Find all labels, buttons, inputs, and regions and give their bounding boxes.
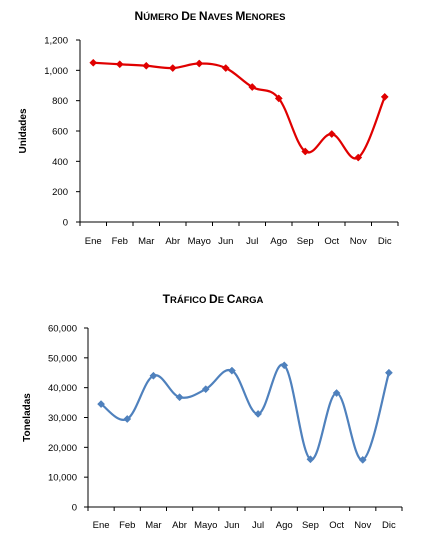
data-point-nov bbox=[354, 153, 363, 162]
y-axis-label: Unidades bbox=[18, 108, 29, 153]
y-tick-label: 20,000 bbox=[48, 443, 77, 454]
y-tick-label: 1,000 bbox=[44, 66, 68, 77]
data-point-feb bbox=[123, 415, 132, 423]
data-point-jul bbox=[254, 409, 263, 418]
data-point-feb bbox=[115, 60, 124, 69]
y-tick-label: 600 bbox=[52, 127, 68, 138]
data-point-ago bbox=[274, 94, 283, 103]
x-tick-label: Ago bbox=[276, 520, 293, 531]
chart-2: TRÁFICO DE CARGATráfico de Carga Tonelada… bbox=[22, 292, 403, 531]
data-point-sep bbox=[306, 455, 315, 464]
y-tick-label: 50,000 bbox=[48, 353, 77, 364]
y-axis-label: Toneladas bbox=[22, 393, 33, 442]
x-tick-label: Jun bbox=[218, 236, 233, 247]
x-tick-label: Abr bbox=[172, 520, 187, 531]
x-tick-label: Sep bbox=[302, 520, 319, 531]
y-tick-label: 400 bbox=[52, 157, 68, 168]
data-point-mar bbox=[142, 61, 151, 70]
x-tick-label: Mar bbox=[145, 520, 161, 531]
data-point-oct bbox=[327, 130, 336, 138]
x-tick-label: Ene bbox=[93, 520, 110, 531]
x-tick-label: Oct bbox=[329, 520, 344, 531]
y-tick-label: 40,000 bbox=[48, 383, 77, 394]
x-tick-label: Dic bbox=[382, 520, 396, 531]
data-point-mayo bbox=[201, 385, 210, 394]
x-tick-label: Jun bbox=[224, 520, 239, 531]
x-tick-label: Abr bbox=[165, 236, 180, 247]
chart-1: NÚMERO DE NAVES MENORESNúmero de Naves M… bbox=[18, 9, 399, 247]
data-point-ago bbox=[280, 361, 289, 370]
y-tick-label: 0 bbox=[63, 218, 68, 229]
data-point-jun bbox=[221, 64, 230, 73]
x-tick-label: Jul bbox=[246, 236, 258, 247]
chart-title: TRÁFICO DE CARGATráfico de Carga bbox=[163, 292, 264, 306]
data-point-sep bbox=[301, 147, 310, 156]
x-tick-label: Feb bbox=[112, 236, 128, 247]
y-tick-label: 800 bbox=[52, 96, 68, 107]
y-tick-label: 1,200 bbox=[44, 36, 68, 47]
y-tick-label: 60,000 bbox=[48, 324, 77, 335]
x-tick-label: Feb bbox=[119, 520, 135, 531]
data-point-mar bbox=[149, 371, 158, 380]
data-point-abr bbox=[168, 64, 177, 73]
data-point-ene bbox=[97, 400, 106, 409]
data-point-dic bbox=[384, 368, 393, 377]
y-tick-label: 200 bbox=[52, 187, 68, 198]
data-point-nov bbox=[358, 455, 367, 464]
x-tick-label: Mar bbox=[138, 236, 154, 247]
x-tick-label: Sep bbox=[297, 236, 314, 247]
x-tick-label: Mayo bbox=[188, 236, 211, 247]
data-point-dic bbox=[380, 92, 389, 101]
series-line bbox=[100, 363, 390, 461]
x-tick-label: Dic bbox=[378, 236, 392, 247]
x-tick-label: Nov bbox=[354, 520, 371, 531]
data-point-mayo bbox=[195, 59, 204, 68]
data-point-jul bbox=[248, 83, 257, 91]
data-point-abr bbox=[175, 393, 184, 402]
x-tick-label: Jul bbox=[252, 520, 264, 531]
y-tick-label: 10,000 bbox=[48, 473, 77, 484]
y-tick-label: 30,000 bbox=[48, 413, 77, 424]
series-line bbox=[93, 61, 386, 160]
x-tick-label: Ene bbox=[85, 236, 102, 247]
chart-title: NÚMERO DE NAVES MENORESNúmero de Naves M… bbox=[135, 9, 286, 23]
x-tick-label: Ago bbox=[270, 236, 287, 247]
y-tick-label: 0 bbox=[72, 503, 77, 514]
x-tick-label: Oct bbox=[324, 236, 339, 247]
data-point-jun bbox=[227, 366, 236, 375]
x-tick-label: Nov bbox=[350, 236, 367, 247]
data-point-ene bbox=[89, 58, 98, 67]
x-tick-label: Mayo bbox=[194, 520, 217, 531]
data-point-oct bbox=[332, 389, 341, 397]
